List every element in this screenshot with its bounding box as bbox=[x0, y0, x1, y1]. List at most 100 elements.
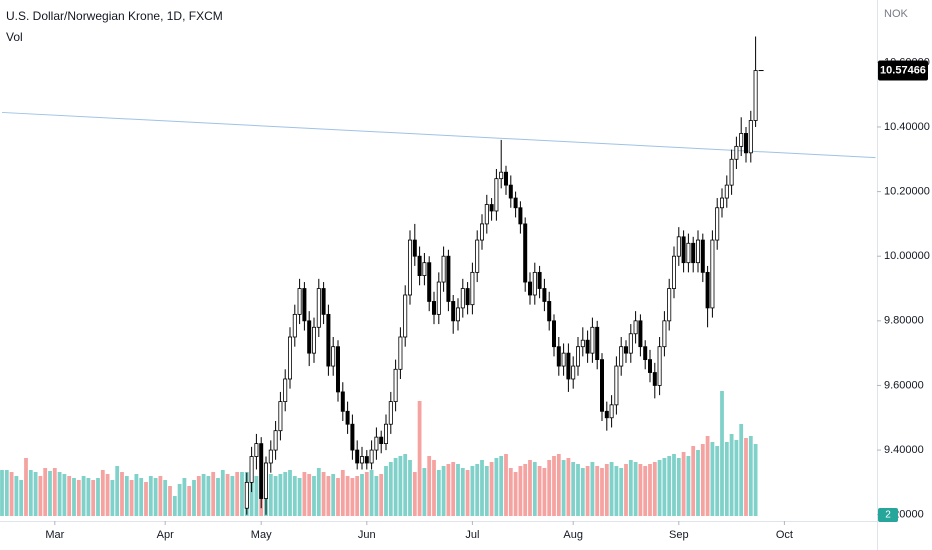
volume-bar bbox=[705, 436, 710, 516]
candle-body bbox=[724, 184, 729, 199]
candle-body bbox=[523, 223, 528, 283]
drawings bbox=[1, 111, 876, 159]
candle-body bbox=[662, 320, 667, 348]
volume-bar bbox=[513, 472, 518, 516]
volume-bar bbox=[177, 484, 182, 516]
candle-body bbox=[739, 133, 744, 147]
volume-bar bbox=[76, 480, 81, 516]
volume-bar bbox=[331, 474, 336, 516]
volume-bar bbox=[667, 456, 672, 516]
candle-body bbox=[585, 339, 590, 354]
volume-bar bbox=[427, 456, 432, 516]
volume-bar bbox=[460, 468, 465, 516]
volume-bar bbox=[753, 444, 758, 516]
candle-body bbox=[278, 401, 283, 432]
volume-bar bbox=[475, 464, 480, 516]
volume-bar bbox=[326, 476, 331, 516]
y-tick-label: 9.60000 bbox=[884, 379, 924, 391]
volume-bar bbox=[734, 440, 739, 516]
volume-bar bbox=[369, 470, 374, 516]
volume-bar bbox=[556, 454, 561, 516]
volume-bar bbox=[436, 470, 441, 516]
candle-body bbox=[244, 481, 249, 509]
last-price-box bbox=[878, 60, 928, 81]
volume-bar bbox=[566, 458, 571, 516]
candle-body bbox=[273, 430, 278, 451]
volume-bar bbox=[110, 480, 115, 516]
volume-bar bbox=[211, 472, 216, 516]
volume-bar bbox=[292, 476, 297, 516]
volume-bar bbox=[187, 486, 192, 516]
candle-body bbox=[753, 70, 758, 121]
candle-body bbox=[537, 271, 542, 289]
currency-label: NOK bbox=[884, 8, 909, 20]
volume-bar bbox=[201, 474, 206, 516]
volume-bar bbox=[643, 466, 648, 516]
candle-body bbox=[705, 271, 710, 309]
volume-bar bbox=[681, 452, 686, 516]
candle-body bbox=[686, 242, 691, 264]
candle-body bbox=[254, 443, 259, 457]
candle-body bbox=[609, 404, 614, 419]
volume-bar bbox=[38, 476, 43, 516]
volume-bar bbox=[576, 464, 580, 516]
volume-bar bbox=[456, 464, 460, 516]
candle-body bbox=[431, 301, 436, 315]
candle-body bbox=[350, 423, 355, 451]
volume-bar bbox=[43, 468, 48, 516]
candle-body bbox=[465, 288, 470, 306]
x-tick-label: Sep bbox=[669, 529, 689, 541]
candle-body bbox=[513, 197, 518, 209]
volume-bar bbox=[62, 474, 67, 516]
volume-bar bbox=[364, 472, 369, 516]
volume-bar bbox=[254, 476, 259, 516]
candle-body bbox=[374, 436, 379, 451]
candle-body bbox=[748, 120, 753, 154]
volume-bar bbox=[523, 464, 528, 516]
candle-body bbox=[369, 449, 374, 464]
candle-body bbox=[744, 133, 749, 154]
volume-bar bbox=[619, 468, 624, 516]
volume-bar bbox=[33, 472, 38, 516]
x-tick-label: Oct bbox=[776, 529, 793, 541]
volume-bar bbox=[633, 462, 638, 516]
candle-body bbox=[292, 313, 297, 338]
x-tick-label: Mar bbox=[45, 529, 64, 541]
candle-body bbox=[436, 281, 441, 315]
volume-bar bbox=[648, 464, 652, 516]
volume-bar bbox=[350, 478, 355, 516]
candle-body bbox=[600, 359, 605, 412]
volume-bar bbox=[504, 454, 508, 516]
volume-bar bbox=[686, 456, 691, 516]
candle-body bbox=[638, 320, 643, 348]
candle-body bbox=[427, 262, 432, 302]
candle-body bbox=[249, 456, 254, 483]
volume-bar bbox=[638, 464, 643, 516]
volume-bar bbox=[590, 462, 595, 516]
candle-body bbox=[604, 410, 609, 419]
candle-body bbox=[283, 378, 288, 403]
candle-body bbox=[311, 326, 316, 354]
volume-bar bbox=[542, 468, 547, 516]
volume-bar bbox=[230, 476, 235, 516]
volume-bar bbox=[172, 496, 177, 516]
candle-body bbox=[383, 423, 388, 445]
volume-bar bbox=[278, 474, 283, 516]
volume-bar bbox=[163, 480, 168, 516]
volume-bar bbox=[532, 462, 537, 516]
volume-bar bbox=[297, 478, 302, 516]
candle-body bbox=[398, 336, 403, 370]
candle-body bbox=[676, 236, 681, 257]
volume-bar bbox=[374, 476, 379, 516]
volume-bar bbox=[393, 458, 398, 516]
volume-bar bbox=[312, 476, 316, 516]
volume-bar bbox=[388, 462, 393, 516]
volume-bar bbox=[273, 476, 278, 516]
volume-bar bbox=[724, 442, 729, 516]
volume-bar bbox=[216, 478, 220, 516]
volume-bar bbox=[360, 474, 364, 516]
volume-bar bbox=[139, 478, 144, 516]
candle-body bbox=[576, 346, 581, 367]
volume-bar bbox=[96, 478, 100, 516]
volume-bar bbox=[115, 466, 120, 516]
